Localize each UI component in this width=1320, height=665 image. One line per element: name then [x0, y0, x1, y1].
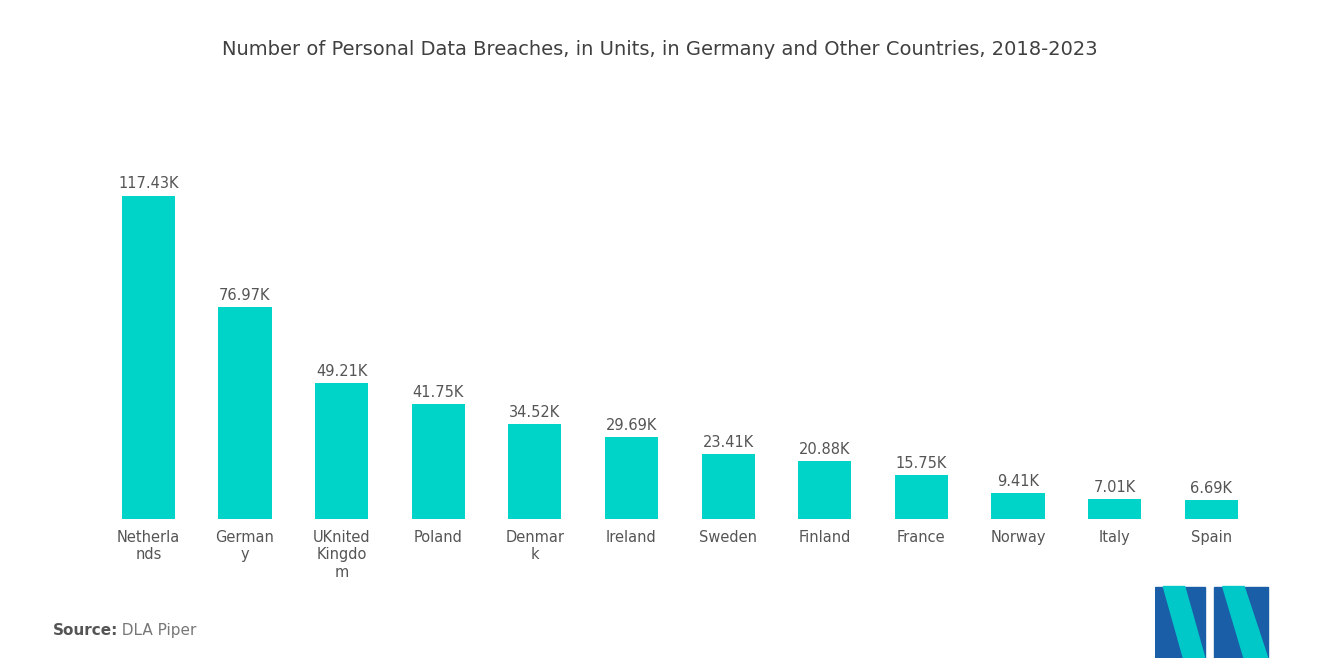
Text: 9.41K: 9.41K: [997, 473, 1039, 489]
Polygon shape: [1214, 587, 1267, 658]
Bar: [701, 454, 755, 519]
Text: Number of Personal Data Breaches, in Units, in Germany and Other Countries, 2018: Number of Personal Data Breaches, in Uni…: [222, 40, 1098, 59]
Bar: [991, 493, 1044, 519]
Text: 7.01K: 7.01K: [1093, 480, 1135, 495]
Text: 15.75K: 15.75K: [896, 456, 946, 471]
Text: 23.41K: 23.41K: [702, 435, 754, 450]
Text: 49.21K: 49.21K: [315, 364, 367, 379]
Bar: [121, 196, 176, 519]
Bar: [412, 404, 465, 519]
Bar: [799, 462, 851, 519]
Text: 34.52K: 34.52K: [510, 404, 561, 420]
Text: 20.88K: 20.88K: [799, 442, 850, 457]
Bar: [1088, 499, 1142, 519]
Polygon shape: [1155, 587, 1205, 658]
Bar: [605, 437, 659, 519]
Bar: [1184, 500, 1238, 519]
Text: 117.43K: 117.43K: [117, 176, 178, 192]
Text: 29.69K: 29.69K: [606, 418, 657, 433]
Text: DLA Piper: DLA Piper: [112, 623, 197, 638]
Bar: [218, 307, 272, 519]
Bar: [315, 383, 368, 519]
Text: 6.69K: 6.69K: [1191, 481, 1233, 496]
Bar: [508, 424, 561, 519]
Text: 76.97K: 76.97K: [219, 288, 271, 303]
Polygon shape: [1222, 587, 1267, 658]
Text: 41.75K: 41.75K: [413, 384, 463, 400]
Text: Source:: Source:: [53, 623, 119, 638]
Bar: [895, 475, 948, 519]
Polygon shape: [1163, 587, 1205, 658]
